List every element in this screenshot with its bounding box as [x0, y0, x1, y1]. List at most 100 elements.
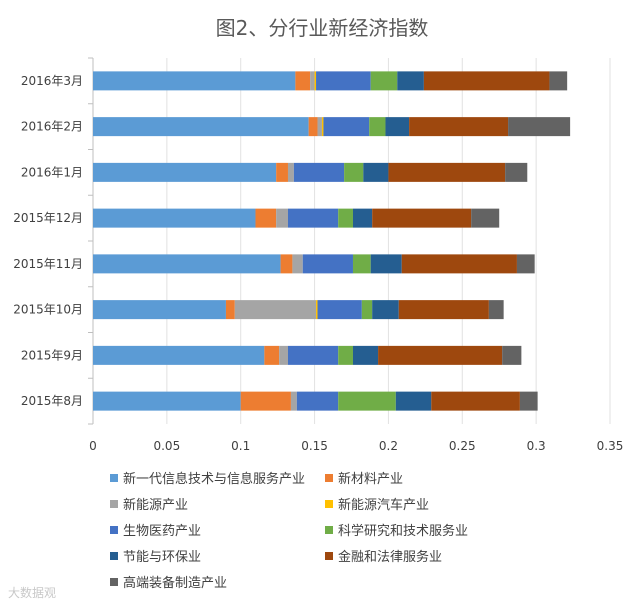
bar-segment: [361, 300, 373, 320]
bar-segment: [398, 300, 489, 320]
x-tick-label: 0.05: [153, 439, 180, 453]
bar-segment: [276, 162, 288, 182]
legend-swatch: [110, 552, 118, 560]
y-axis: 2016年3月 2016年2月 2016年1月 2015年12月 2015年11月 201…: [13, 57, 93, 425]
bar-segment: [234, 300, 317, 320]
bar-segment: [287, 208, 339, 228]
gridlines: [92, 58, 611, 424]
legend-label: 新能源汽车产业: [338, 497, 429, 513]
bar-segment: [293, 162, 345, 182]
y-tick-label: 2016年1月: [21, 165, 83, 179]
bar-segment: [352, 345, 379, 365]
bar-segment: [317, 300, 362, 320]
legend-swatch: [325, 552, 333, 560]
bar-segment: [264, 345, 280, 365]
legend-swatch: [110, 526, 118, 534]
x-axis: 0 0.05 0.1 0.15 0.2 0.25 0.3 0.35: [89, 439, 623, 453]
bar-segment: [519, 391, 538, 411]
x-tick-label: 0.15: [301, 439, 328, 453]
bar-segment: [549, 71, 568, 91]
bar-segment: [280, 254, 293, 274]
bar-segment: [93, 254, 281, 274]
bar-segment: [317, 117, 322, 137]
bar-area: [93, 71, 571, 411]
bar-segment: [372, 208, 472, 228]
legend-label: 新材料产业: [338, 471, 403, 487]
bar-segment: [338, 345, 353, 365]
bar-segment: [352, 254, 371, 274]
bar-segment: [93, 162, 277, 182]
bar-segment: [401, 254, 517, 274]
x-tick-label: 0.25: [449, 439, 476, 453]
chart-title: 图2、分行业新经济指数: [216, 16, 429, 40]
bar-segment: [395, 391, 432, 411]
x-tick-label: 0: [89, 439, 97, 453]
bar-segment: [338, 208, 353, 228]
legend-label: 高端装备制造产业: [123, 575, 227, 591]
bar-segment: [287, 345, 339, 365]
bar-segment: [338, 391, 396, 411]
bar-segment: [93, 345, 265, 365]
bar-segment: [93, 208, 256, 228]
bar-segment: [296, 391, 339, 411]
bar-segment: [372, 300, 399, 320]
bar-segment: [502, 345, 522, 365]
bar-segment: [397, 71, 424, 91]
legend-label: 节能与环保业: [123, 550, 201, 565]
legend-swatch: [110, 500, 118, 508]
x-tick-label: 0.1: [231, 439, 250, 453]
x-tick-label: 0.2: [379, 439, 398, 453]
bar-segment: [292, 254, 303, 274]
bar-segment: [240, 391, 291, 411]
bar-segment: [321, 117, 324, 137]
legend-swatch: [110, 578, 118, 586]
bar-segment: [290, 391, 297, 411]
y-tick-label: 2016年3月: [21, 74, 83, 88]
y-tick-label: 2015年11月: [13, 257, 83, 271]
bar-segment: [471, 208, 500, 228]
bar-segment: [314, 71, 317, 91]
y-tick-label: 2016年2月: [21, 120, 83, 134]
y-tick-label: 2015年8月: [21, 394, 83, 408]
watermark: 大数据观: [8, 586, 57, 600]
bar-segment: [488, 300, 504, 320]
bar-segment: [423, 71, 550, 91]
bar-segment: [93, 300, 226, 320]
x-tick-label: 0.35: [597, 439, 624, 453]
bar-segment: [370, 254, 402, 274]
bar-segment: [310, 71, 315, 91]
bar-segment: [505, 162, 528, 182]
legend-label: 生物医药产业: [123, 524, 201, 539]
legend-label: 金融和法律服务业: [338, 549, 442, 565]
bar-segment: [508, 117, 571, 137]
bar-segment: [225, 300, 235, 320]
y-tick-label: 2015年10月: [13, 303, 83, 317]
bar-segment: [344, 162, 364, 182]
bar-segment: [378, 345, 503, 365]
bar-segment: [295, 71, 311, 91]
bar-segment: [276, 208, 288, 228]
x-tick-label: 0.3: [527, 439, 546, 453]
bar-segment: [363, 162, 389, 182]
legend-swatch: [325, 500, 333, 508]
bar-segment: [279, 345, 288, 365]
bar-segment: [316, 300, 318, 320]
legend-swatch: [325, 526, 333, 534]
bar-segment: [302, 254, 353, 274]
bar-segment: [370, 71, 398, 91]
bar-segment: [431, 391, 520, 411]
y-tick-label: 2015年12月: [13, 211, 83, 225]
bar-segment: [93, 391, 241, 411]
bar-segment: [93, 117, 309, 137]
bar-segment: [93, 71, 296, 91]
bar-segment: [255, 208, 277, 228]
y-tick-label: 2015年9月: [21, 348, 83, 362]
bar-segment: [316, 71, 371, 91]
bar-segment: [308, 117, 318, 137]
bar-segment: [369, 117, 386, 137]
bar-segment: [287, 162, 294, 182]
legend-swatch: [325, 474, 333, 482]
bar-segment: [388, 162, 506, 182]
